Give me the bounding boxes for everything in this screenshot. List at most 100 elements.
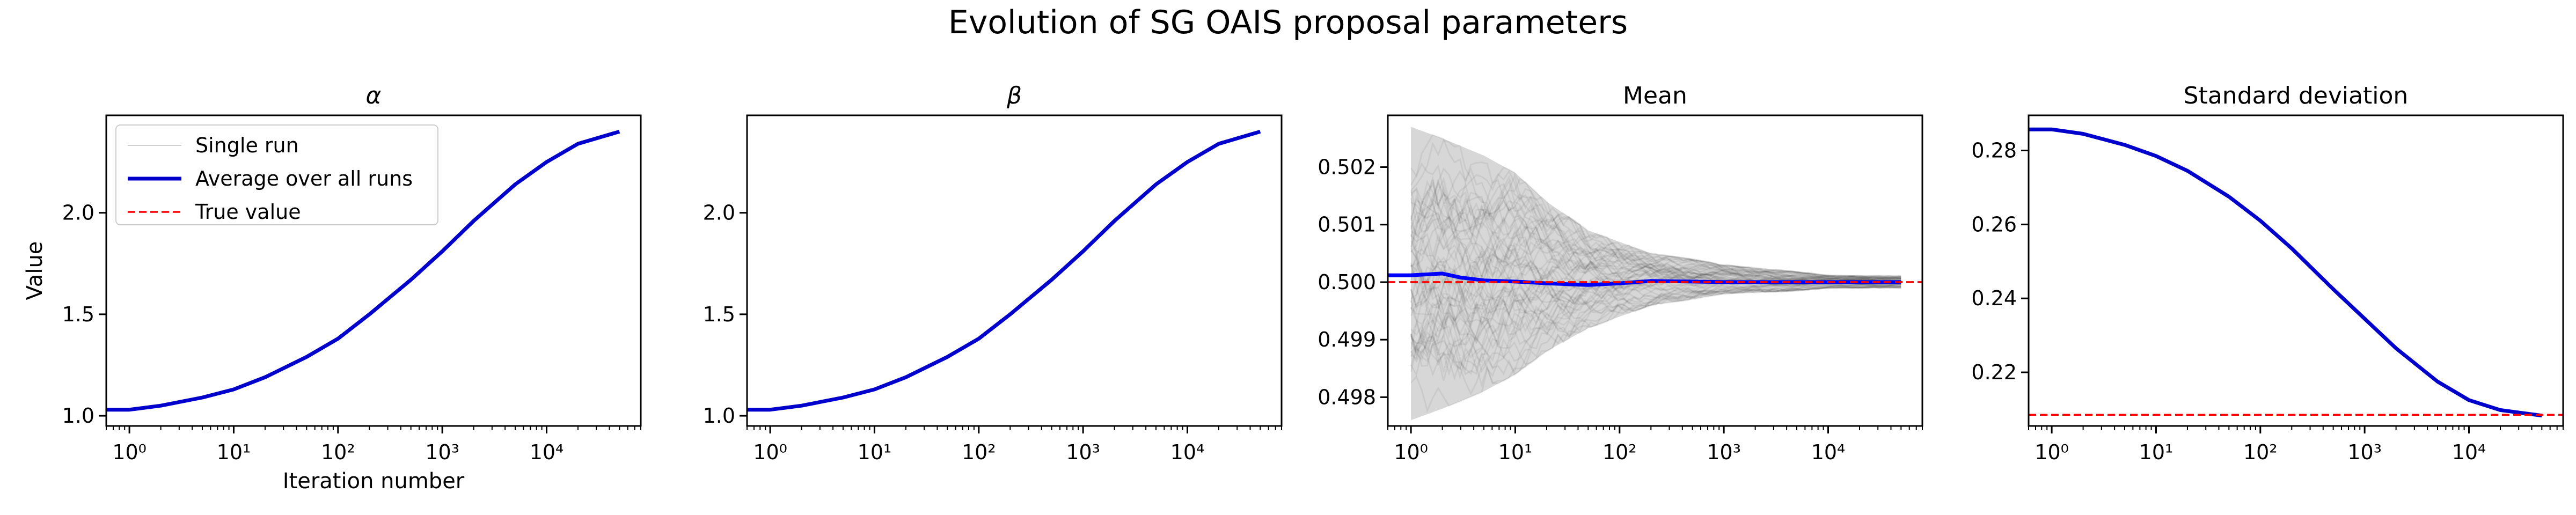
x-tick-label: 10¹ <box>217 440 251 464</box>
single-run-line <box>1410 264 1901 372</box>
x-tick-label: 10² <box>321 440 355 464</box>
single-run-line <box>1410 223 1901 307</box>
single-run-line <box>1410 269 1901 348</box>
x-tick-label: 10³ <box>1066 440 1100 464</box>
chart-panel-0: 10⁰ 10¹ 10² 10³ 10⁴ 1.0 1.5 2.0 α Iteration numbe… <box>23 82 642 494</box>
x-tick-label: 10³ <box>1707 440 1741 464</box>
panel-title: α <box>365 82 381 109</box>
x-tick-label: 10⁰ <box>1394 440 1428 464</box>
single-runs-band <box>1411 127 1901 421</box>
axes-frame <box>1387 114 1923 427</box>
y-tick-label: 0.28 <box>1971 138 2017 162</box>
single-run-line <box>1410 282 1901 376</box>
single-run-line <box>1410 139 1901 283</box>
plot-area <box>106 129 620 412</box>
y-tick-label: 0.500 <box>1318 270 1376 294</box>
single-run-line <box>1410 265 1901 355</box>
single-run-line <box>1410 190 1901 279</box>
single-run-line <box>1410 267 1901 341</box>
plot-area <box>2029 127 2563 418</box>
panels-layer: 10⁰ 10¹ 10² 10³ 10⁴ 1.0 1.5 2.0 α Iteration numbe… <box>23 82 2564 494</box>
single-run-line <box>1410 285 1901 377</box>
x-tick-label: 10² <box>1602 440 1637 464</box>
single-run-line <box>1410 262 1901 356</box>
axes-frame <box>746 114 1283 427</box>
y-tick-label: 1.5 <box>703 303 735 326</box>
single-run-line <box>1410 244 1901 333</box>
panel-title: Mean <box>1623 82 1687 109</box>
average-line <box>106 129 620 412</box>
panel-title: Standard deviation <box>2184 82 2409 109</box>
single-run-line <box>1410 179 1901 283</box>
panel-title: β <box>1006 82 1022 109</box>
x-tick-label: 10⁰ <box>2035 440 2069 464</box>
single-run-line <box>1410 219 1901 289</box>
chart-panel-3: 10⁰ 10¹ 10² 10³ 10⁴ 0.22 0.24 0.26 0.28 Standard … <box>1971 82 2564 464</box>
y-axis-label: Value <box>23 241 47 300</box>
single-run-line <box>1410 167 1901 278</box>
x-tick-label: 10³ <box>425 440 459 464</box>
single-run-line <box>1410 274 1901 373</box>
x-axis-label: Iteration number <box>283 469 465 494</box>
x-tick-label: 10² <box>962 440 996 464</box>
y-tick-label: 2.0 <box>62 201 94 225</box>
single-run-line <box>1410 162 1901 279</box>
x-tick-label: 10⁴ <box>530 440 564 464</box>
single-run-line <box>1410 268 1901 350</box>
single-run-line <box>1410 282 1901 381</box>
legend-label: Single run <box>195 134 299 157</box>
single-run-line <box>1410 225 1901 300</box>
x-tick-label: 10⁰ <box>112 440 147 464</box>
x-tick-label: 10⁰ <box>753 440 787 464</box>
x-tick-label: 10² <box>2243 440 2278 464</box>
y-tick-label: 0.501 <box>1318 213 1376 237</box>
legend: Single run Average over all runs True valu… <box>115 124 438 225</box>
single-run-line <box>1410 196 1901 289</box>
y-tick-label: 0.26 <box>1971 212 2017 236</box>
y-tick-label: 0.24 <box>1971 286 2017 310</box>
single-run-line <box>1410 215 1901 310</box>
y-tick-label: 1.0 <box>703 404 735 428</box>
chart-panel-1: 10⁰ 10¹ 10² 10³ 10⁴ 1.0 1.5 2.0 β <box>703 82 1283 464</box>
legend-label: Average over all runs <box>195 167 413 190</box>
x-tick-label: 10¹ <box>858 440 892 464</box>
single-run-line <box>1410 247 1901 308</box>
average-line <box>2029 127 2542 418</box>
y-tick-label: 1.5 <box>62 303 94 326</box>
single-run-line <box>1410 182 1901 288</box>
y-tick-label: 1.0 <box>62 404 94 428</box>
x-tick-label: 10¹ <box>2139 440 2174 464</box>
chart-panel-2: 10⁰ 10¹ 10² 10³ 10⁴ 0.498 0.499 0.500 0.501 0.502… <box>1318 82 1923 464</box>
single-run-line <box>1410 274 1901 330</box>
plot-area <box>1388 127 1922 421</box>
single-run-line <box>1410 234 1901 325</box>
plot-area <box>747 129 1261 412</box>
single-run-line <box>1410 238 1901 292</box>
axes-frame <box>2028 114 2564 427</box>
single-run-line <box>1410 258 1901 358</box>
single-run-line <box>1410 258 1901 329</box>
legend-label: True value <box>195 200 301 224</box>
single-run-line <box>1410 249 1901 337</box>
y-tick-label: 2.0 <box>703 201 735 225</box>
single-run-line <box>1410 175 1901 283</box>
x-tick-label: 10⁴ <box>1811 440 1846 464</box>
single-run-line <box>1410 233 1901 344</box>
single-run-line <box>1410 187 1901 284</box>
axes-frame <box>105 114 642 427</box>
single-run-line <box>1410 266 1901 360</box>
single-run-line <box>1410 194 1901 284</box>
y-tick-label: 0.498 <box>1318 385 1376 409</box>
x-tick-label: 10³ <box>2347 440 2382 464</box>
figure-title: Evolution of SG OAIS proposal parameters <box>948 4 1628 41</box>
single-run-line <box>1410 180 1901 288</box>
x-tick-label: 10⁴ <box>2452 440 2486 464</box>
y-tick-label: 0.502 <box>1318 156 1376 179</box>
single-run-line <box>1410 284 1901 377</box>
single-run-line <box>1410 189 1901 284</box>
x-tick-label: 10⁴ <box>1170 440 1205 464</box>
average-line <box>747 129 1261 412</box>
single-run-line <box>1410 134 1901 278</box>
y-tick-label: 0.22 <box>1971 360 2017 384</box>
